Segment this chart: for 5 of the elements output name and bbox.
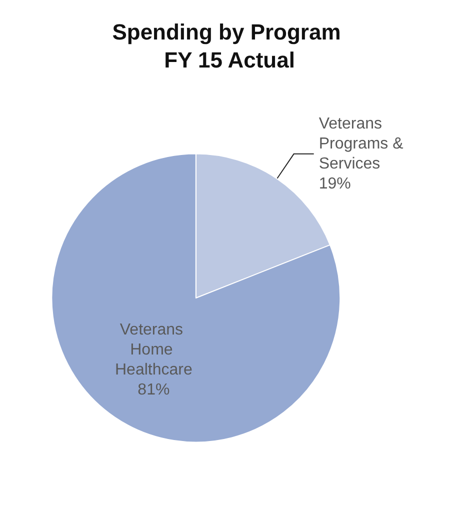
- chart-title: Spending by Program FY 15 Actual: [112, 20, 341, 72]
- slice-label: Veterans Programs & Services: [318, 115, 408, 172]
- data-label: 81%: [138, 382, 170, 399]
- data-label: 19%: [318, 175, 351, 192]
- slice-label: Veterans Home Healthcare: [115, 322, 192, 379]
